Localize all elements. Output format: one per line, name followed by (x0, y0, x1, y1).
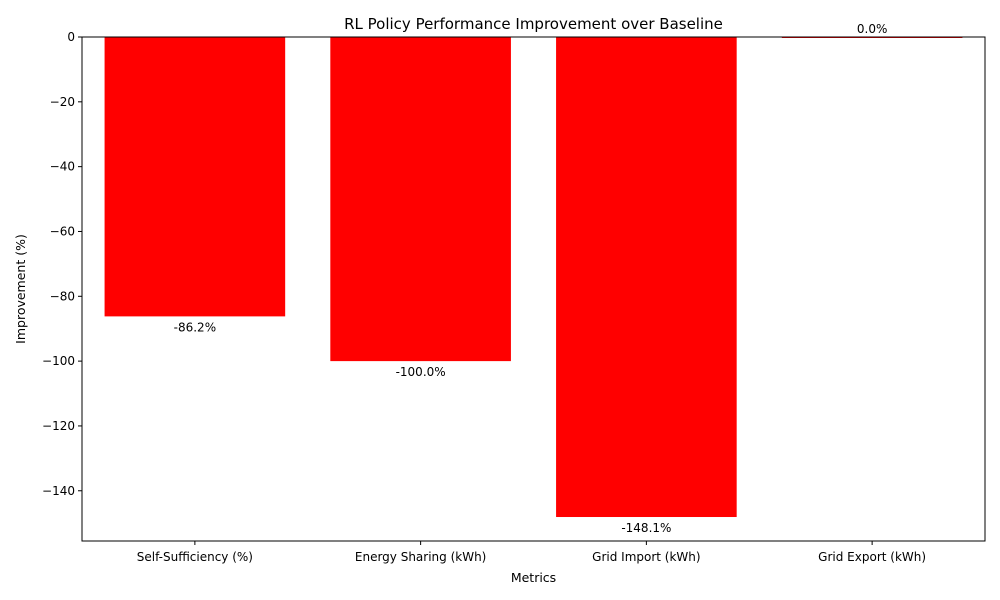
y-tick-label: −20 (50, 95, 75, 109)
bar-value-labels: -86.2% -100.0% -148.1% 0.0% (174, 22, 888, 535)
x-axis-label: Metrics (511, 570, 556, 585)
y-tick-label: −60 (50, 224, 75, 238)
y-tick-label: −140 (42, 484, 75, 498)
plot-frame (81, 36, 986, 542)
y-tick-label: −100 (42, 354, 75, 368)
x-tick-label: Energy Sharing (kWh) (355, 550, 487, 564)
y-tick-label: −80 (50, 289, 75, 303)
bar (330, 37, 511, 362)
y-tick-label: −40 (50, 160, 75, 174)
x-tick-label: Grid Import (kWh) (592, 550, 700, 564)
y-tick-label: 0 (67, 30, 75, 44)
bar-value-label: -100.0% (396, 365, 446, 379)
bar-value-label: -148.1% (621, 521, 671, 535)
chart-title: RL Policy Performance Improvement over B… (344, 15, 723, 33)
bar-value-label: 0.0% (857, 22, 888, 36)
x-tick-label: Self-Sufficiency (%) (137, 550, 253, 564)
y-tick-label: −120 (42, 419, 75, 433)
x-axis-ticks: Self-Sufficiency (%) Energy Sharing (kWh)… (137, 541, 926, 564)
y-axis-ticks: 0 −20 −40 −60 −80 −100 −120 −140 (42, 30, 82, 498)
x-tick-label: Grid Export (kWh) (818, 550, 926, 564)
bars-layer (104, 37, 963, 518)
bar (104, 37, 286, 317)
y-axis-label: Improvement (%) (13, 234, 28, 344)
bar-value-label: -86.2% (174, 320, 216, 334)
bar (556, 37, 737, 518)
